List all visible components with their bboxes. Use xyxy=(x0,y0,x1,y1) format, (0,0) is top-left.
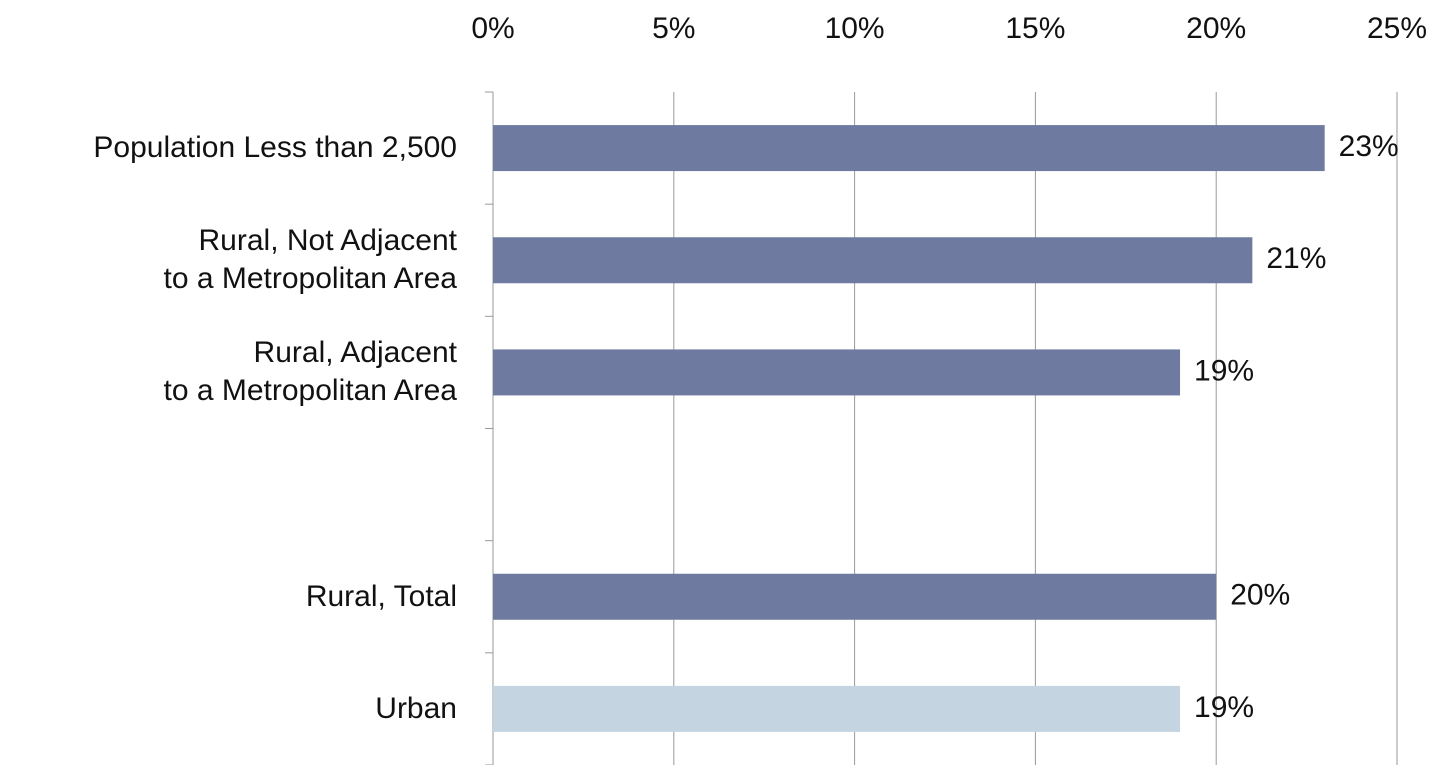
x-tick-label: 25% xyxy=(1367,12,1427,45)
bar xyxy=(493,685,1181,732)
y-tick-label: Rural, Total xyxy=(305,579,457,613)
x-tick-label: 20% xyxy=(1186,12,1246,45)
x-tick-label: 0% xyxy=(471,12,514,45)
y-tick-label: Rural, Adjacent to a Metropolitan Area xyxy=(163,336,457,408)
y-tick-label: Urban xyxy=(375,691,457,725)
value-label: 23% xyxy=(1339,130,1399,163)
x-tick-label: 15% xyxy=(1005,12,1065,45)
x-tick-label: 5% xyxy=(652,12,695,45)
bar xyxy=(493,573,1217,620)
bar xyxy=(493,237,1253,284)
x-tick-label: 10% xyxy=(825,12,885,45)
bar xyxy=(493,349,1181,396)
bar xyxy=(493,125,1325,172)
y-tick-label: Rural, Not Adjacent to a Metropolitan Ar… xyxy=(163,224,457,296)
value-label: 19% xyxy=(1194,354,1254,387)
value-label: 19% xyxy=(1194,691,1254,724)
value-label: 20% xyxy=(1230,579,1290,612)
y-tick-label: Population Less than 2,500 xyxy=(93,131,457,165)
value-label: 21% xyxy=(1266,242,1326,275)
